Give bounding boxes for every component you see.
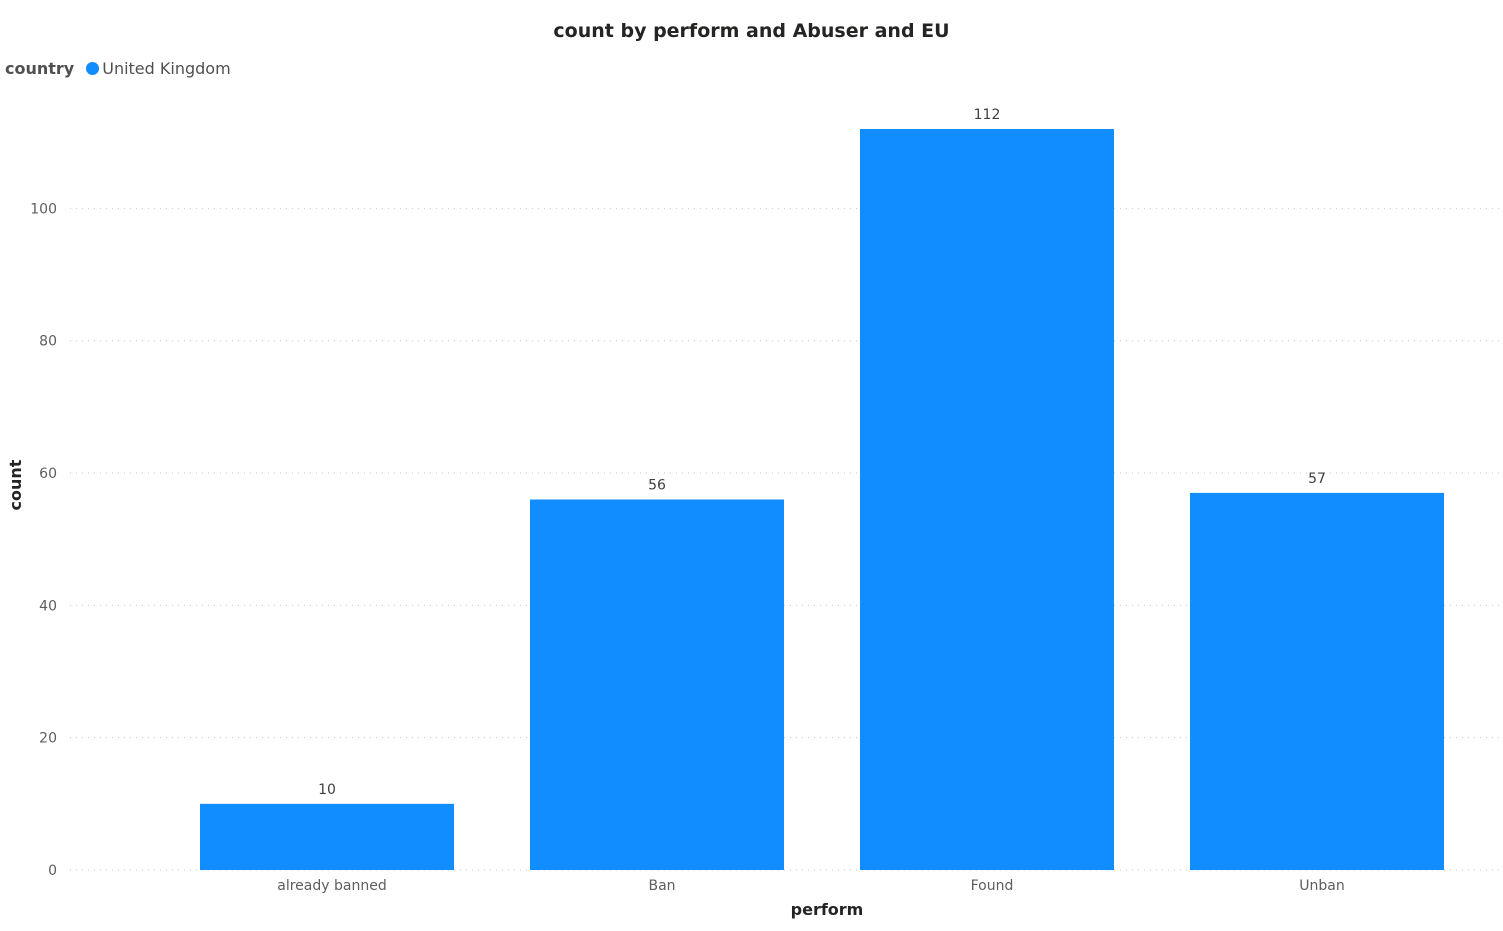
legend-item-united-kingdom[interactable]: United Kingdom — [86, 59, 231, 78]
y-axis-title: count — [6, 459, 25, 510]
y-tick-label: 60 — [39, 466, 57, 482]
y-tick-label: 100 — [30, 201, 57, 217]
legend-marker-dot — [86, 62, 100, 75]
bar-ban[interactable] — [530, 499, 784, 871]
y-tick-label: 20 — [39, 731, 57, 747]
x-tick-label: Unban — [1299, 878, 1344, 894]
chart-title: count by perform and Abuser and EU — [553, 20, 950, 42]
legend-title: country — [5, 59, 75, 78]
data-label: 112 — [974, 107, 1001, 123]
x-tick-label: Found — [971, 878, 1014, 894]
bar-unban[interactable] — [1190, 492, 1444, 870]
data-label: 10 — [318, 782, 336, 798]
y-axis-ticks: 0 20 40 60 80 100 — [30, 201, 57, 879]
y-tick-label: 80 — [39, 334, 57, 350]
x-tick-label: already banned — [277, 878, 386, 894]
x-axis-ticks: already banned Ban Found Unban — [277, 878, 1344, 894]
x-tick-label: Ban — [648, 878, 675, 894]
y-tick-label: 40 — [39, 598, 57, 614]
data-labels: 10 56 112 57 — [318, 107, 1326, 798]
y-tick-label: 0 — [48, 863, 57, 879]
data-label: 56 — [648, 478, 666, 494]
legend[interactable]: country United Kingdom — [5, 59, 231, 78]
data-label: 57 — [1308, 471, 1326, 487]
bar-found[interactable] — [860, 129, 1114, 870]
bars — [200, 129, 1444, 870]
bar-already-banned[interactable] — [200, 803, 454, 870]
x-axis-title: perform — [791, 900, 864, 919]
legend-item-label: United Kingdom — [102, 59, 231, 78]
